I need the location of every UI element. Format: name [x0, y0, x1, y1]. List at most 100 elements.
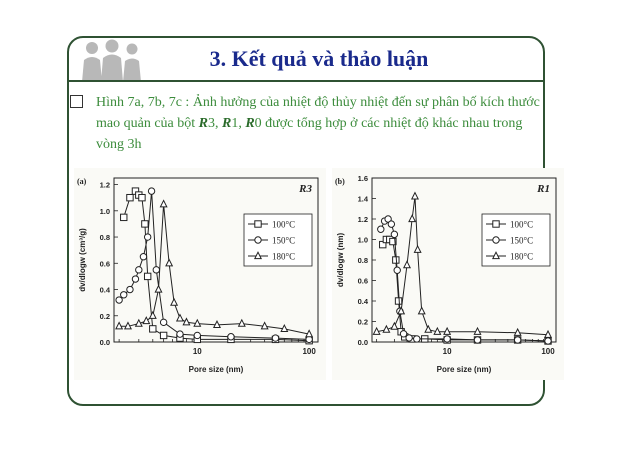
legend-marker [492, 236, 500, 244]
data-point [424, 324, 433, 333]
legend-label: 150°C [510, 236, 533, 246]
data-point [138, 193, 146, 202]
data-point [212, 320, 222, 329]
data-point [408, 214, 417, 223]
data-point [123, 321, 132, 330]
data-point [280, 323, 289, 332]
x-tick-label: 100 [302, 347, 316, 356]
caption-text-4: 0 được tổng hợp ở các nhiệt độ khác nhau… [96, 116, 523, 152]
data-point [377, 225, 385, 233]
data-point [413, 244, 422, 253]
slide-title: 3. Kết quả và thảo luận [209, 46, 429, 71]
x-axis-label: Pore size (nm) [437, 365, 492, 374]
data-point [148, 310, 157, 319]
y-tick-label: 0.2 [358, 318, 368, 327]
data-point [433, 326, 442, 335]
chart-svg-0: 10 100 0.0 0.2 0.4 0.6 0.8 1.0 1.2 Pore size (nm)… [77, 177, 319, 374]
y-tick-label: 0.0 [358, 338, 368, 347]
x-axis-label: Pore size (nm) [189, 365, 244, 374]
data-point [372, 326, 381, 335]
y-tick-label: 1.2 [358, 215, 368, 224]
sample-label: R1 [536, 183, 550, 195]
series-square [120, 187, 313, 345]
data-point [135, 266, 143, 274]
legend-label: 180°C [510, 252, 533, 262]
data-point [142, 316, 151, 325]
title-divider [67, 80, 545, 82]
series-circle [377, 215, 552, 345]
plot-frame [113, 177, 319, 343]
y-tick-label: 1.4 [358, 195, 369, 204]
legend-label: 180°C [272, 252, 295, 262]
data-point [126, 285, 134, 294]
caption-text-1: Hình 7a, 7b, 7c : Ảnh hưởng của nhiệt độ… [96, 95, 540, 131]
legend-marker [254, 236, 262, 244]
data-point [390, 321, 399, 330]
data-point [443, 326, 452, 335]
data-point [305, 329, 314, 338]
legend-marker [492, 220, 500, 228]
caption-r0-letter: R [245, 116, 255, 131]
figure-caption: Hình 7a, 7b, 7c : Ảnh hưởng của nhiệt độ… [96, 92, 546, 155]
x-tick-label: 10 [443, 347, 452, 356]
chart-panel-b: 10 100 0.0 0.2 0.4 0.6 0.8 1.0 1.2 1.4 1.6 Pore siz… [332, 168, 564, 380]
legend-label: 100°C [272, 220, 295, 230]
data-point [473, 326, 482, 335]
caption-r3-letter: R [198, 116, 208, 131]
y-tick-label: 0.8 [358, 256, 368, 265]
data-point [131, 275, 140, 283]
data-point [384, 215, 392, 223]
sample-label: R3 [298, 183, 312, 195]
data-point [393, 266, 401, 274]
data-point [237, 318, 246, 327]
y-axis-label: dv/dlogw (nm) [336, 233, 345, 288]
y-tick-label: 1.0 [358, 236, 368, 245]
chart-panel-a: 10 100 0.0 0.2 0.4 0.6 0.8 1.0 1.2 Pore size (nm)… [74, 168, 326, 380]
data-point [120, 213, 128, 222]
data-point [544, 337, 552, 345]
data-point [397, 306, 406, 315]
y-tick-label: 0.8 [100, 233, 110, 242]
legend-label: 100°C [510, 220, 533, 230]
data-point [115, 296, 123, 304]
data-point [182, 317, 191, 326]
data-point [149, 325, 157, 333]
data-point [443, 335, 451, 343]
data-point [143, 233, 152, 241]
caption-r1-letter: R [221, 116, 232, 131]
data-point [389, 237, 397, 246]
series-circle [115, 187, 313, 344]
data-point [382, 324, 391, 333]
data-point [227, 333, 235, 341]
data-point [394, 297, 403, 305]
data-point [399, 330, 408, 338]
data-point [193, 331, 201, 340]
data-point [139, 253, 148, 261]
data-point [413, 335, 421, 343]
data-point [260, 321, 269, 330]
y-tick-label: 0.4 [358, 297, 369, 306]
chart-svg-1: 10 100 0.0 0.2 0.4 0.6 0.8 1.0 1.2 1.4 1.6 Pore siz… [335, 174, 557, 374]
legend-marker [254, 220, 262, 228]
legend-marker [491, 251, 501, 260]
y-tick-label: 1.0 [100, 207, 110, 216]
data-point [159, 331, 168, 340]
data-point [120, 291, 128, 299]
data-point [271, 334, 280, 342]
y-tick-label: 0.6 [358, 277, 368, 286]
data-point [473, 336, 482, 344]
data-point [176, 330, 184, 338]
data-point [175, 313, 184, 322]
y-tick-label: 1.2 [100, 181, 110, 190]
x-tick-label: 10 [193, 347, 202, 356]
data-point [159, 318, 168, 327]
data-point [390, 230, 399, 239]
data-point [193, 318, 202, 327]
y-axis-label: dv/dlogw (cm³/g) [78, 228, 87, 292]
data-point [405, 334, 413, 342]
data-point [143, 272, 152, 281]
x-tick-label: 100 [541, 347, 555, 356]
y-tick-label: 0.4 [100, 286, 111, 295]
data-point [387, 220, 396, 228]
data-point [154, 284, 163, 293]
